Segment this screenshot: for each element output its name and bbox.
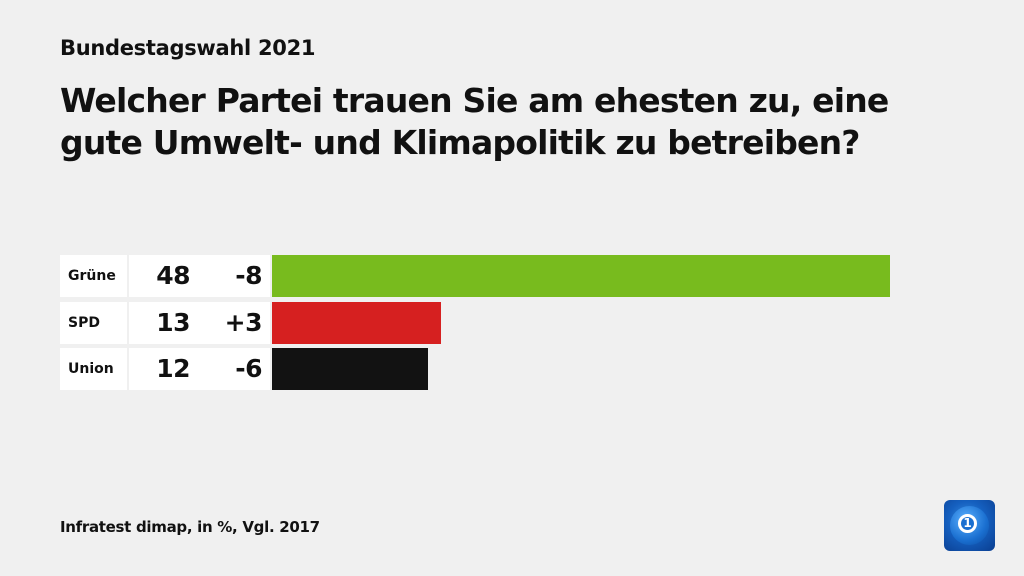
bar-gruene <box>272 255 890 297</box>
change-value: -8 <box>235 261 262 290</box>
value-cell: 48 -8 <box>129 255 270 297</box>
percent-value: 48 <box>156 261 190 290</box>
source-note: Infratest dimap, in %, Vgl. 2017 <box>60 518 320 536</box>
party-label: SPD <box>60 302 127 344</box>
bar-track <box>272 302 441 344</box>
bar-track <box>272 255 890 297</box>
chart-row-union: Union 12 -6 <box>60 348 270 390</box>
bar-union <box>272 348 428 390</box>
bar-spd <box>272 302 441 344</box>
percent-value: 12 <box>156 354 190 383</box>
chart-title: Welcher Partei trauen Sie am ehesten zu,… <box>60 81 889 162</box>
value-cell: 13 +3 <box>129 302 270 344</box>
tagesschau-logo-icon: 1 <box>944 500 995 551</box>
party-label: Grüne <box>60 255 127 297</box>
chart-kicker: Bundestagswahl 2021 <box>60 36 316 60</box>
change-value: +3 <box>224 308 263 337</box>
chart-row-spd: SPD 13 +3 <box>60 302 270 344</box>
chart-row-gruene: Grüne 48 -8 <box>60 255 270 297</box>
percent-value: 13 <box>156 308 190 337</box>
value-cell: 12 -6 <box>129 348 270 390</box>
bar-track <box>272 348 428 390</box>
party-label: Union <box>60 348 127 390</box>
change-value: -6 <box>235 354 262 383</box>
ard-one-icon: 1 <box>958 514 977 533</box>
